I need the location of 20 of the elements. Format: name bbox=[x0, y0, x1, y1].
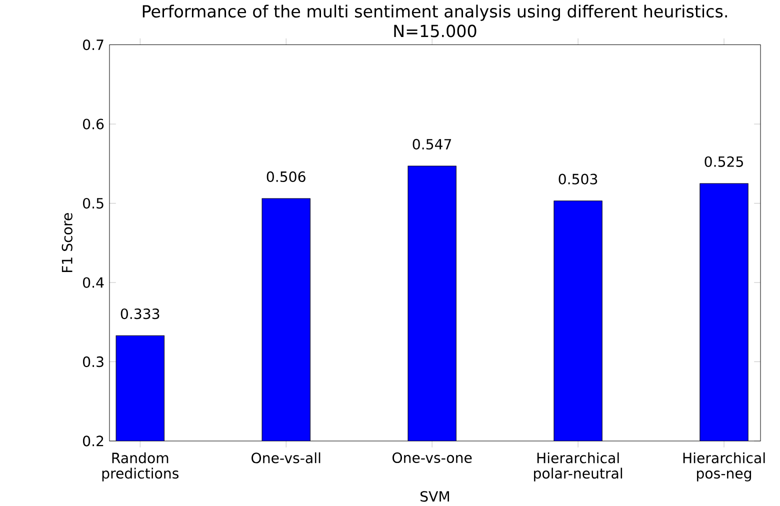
x-tick-label: One-vs-all bbox=[252, 452, 320, 464]
x-tick-label: One-vs-one bbox=[392, 452, 472, 463]
chart-subtitle: N=15.000 bbox=[394, 24, 476, 38]
data-label: 0.547 bbox=[412, 138, 452, 150]
y-axis-title: F1 Score bbox=[62, 212, 72, 272]
x-tick-label: Hierarchical polar-neutral bbox=[534, 452, 622, 482]
y-tick-label: 0.6 bbox=[83, 118, 104, 130]
data-label: 0.333 bbox=[120, 308, 160, 319]
data-label: 0.525 bbox=[704, 156, 743, 167]
y-tick-label: 0.2 bbox=[83, 435, 104, 446]
x-tick-label: Hierarchical pos-neg bbox=[683, 452, 765, 482]
y-tick-label: 0.7 bbox=[83, 39, 104, 50]
data-label: 0.506 bbox=[266, 171, 306, 182]
data-label: 0.503 bbox=[558, 174, 598, 184]
y-tick-label: 0.3 bbox=[83, 356, 104, 367]
y-tick-label: 0.4 bbox=[83, 276, 104, 288]
x-tick-label: Random predictions bbox=[102, 452, 179, 482]
y-tick-label: 0.5 bbox=[83, 198, 104, 208]
chart-title: Performance of the multi sentiment analysis using different heuristics. bbox=[142, 4, 727, 21]
x-axis-title: SVM bbox=[420, 490, 449, 502]
